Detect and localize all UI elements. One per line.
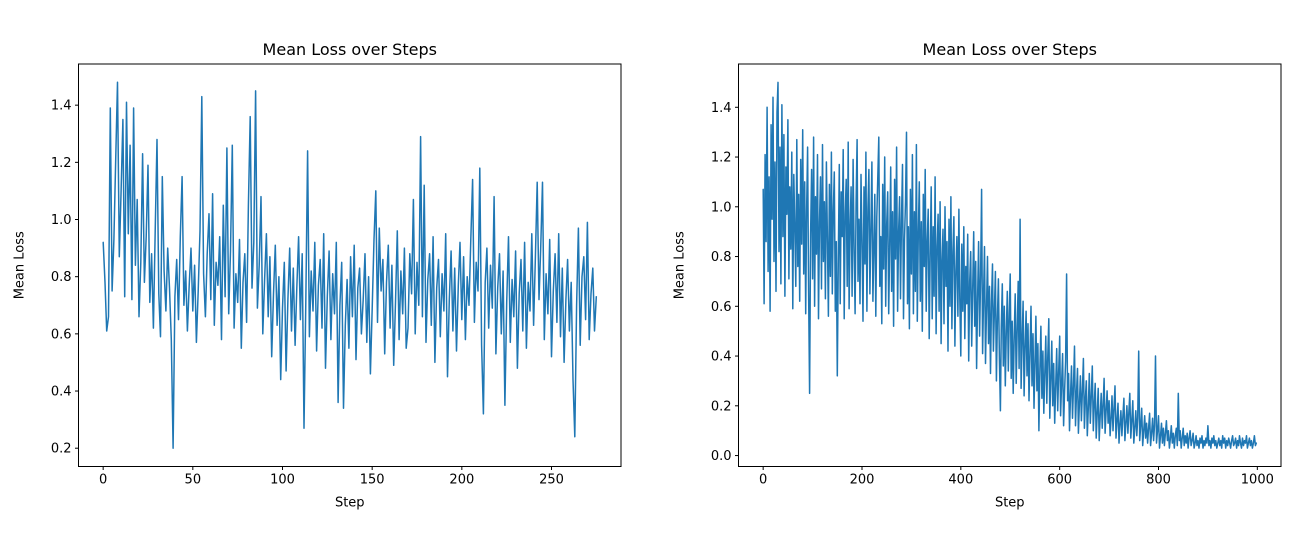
y-tick-label: 1.0: [711, 200, 732, 215]
y-tick-label: 0.6: [711, 300, 732, 315]
x-tick-label: 250: [539, 473, 564, 488]
x-tick-label: 0: [759, 473, 767, 488]
x-tick-label: 400: [948, 473, 973, 488]
right-loss-chart: 0 200 400 600 800 1000 0.0 0.2 0.4 0.6 0.8 1.0 1.2 1.…: [673, 40, 1282, 511]
y-tick-label: 0.6: [51, 327, 72, 342]
x-tick-label: 200: [449, 473, 474, 488]
y-tick-label: 0.2: [51, 442, 72, 457]
y-tick-label: 0.4: [51, 385, 72, 400]
y-tick-label: 0.8: [51, 270, 72, 285]
left-loss-chart: 0 50 100 150 200 250 0.2 0.4 0.6 0.8 1.0 1.2 1.4 Mean…: [13, 40, 622, 511]
x-tick-label: 800: [1146, 473, 1171, 488]
y-tick-label: 1.4: [711, 101, 732, 116]
y-tick-label: 1.2: [711, 151, 732, 166]
axes-spines: [738, 63, 1282, 467]
x-tick-label: 50: [185, 473, 202, 488]
y-tick-label: 0.4: [711, 350, 732, 365]
x-axis-label: Step: [335, 496, 365, 511]
y-axis-label: Mean Loss: [673, 231, 688, 299]
loss-curve: [762, 81, 1258, 449]
x-tick-label: 0: [99, 473, 107, 488]
y-tick-label: 1.0: [51, 213, 72, 228]
x-tick-label: 1000: [1241, 473, 1274, 488]
x-tick-label: 200: [850, 473, 875, 488]
x-axis-label: Step: [995, 496, 1025, 511]
axes-spines: [78, 63, 622, 467]
chart-title: Mean Loss over Steps: [923, 40, 1097, 59]
x-tick-label: 600: [1047, 473, 1072, 488]
y-tick-label: 0.0: [711, 449, 732, 464]
x-tick-label: 100: [270, 473, 295, 488]
y-axis-label: Mean Loss: [13, 231, 28, 299]
y-tick-label: 1.2: [51, 156, 72, 171]
loss-curve: [102, 81, 598, 449]
x-tick-label: 150: [360, 473, 385, 488]
chart-title: Mean Loss over Steps: [263, 40, 437, 59]
y-tick-label: 1.4: [51, 99, 72, 114]
y-tick-label: 0.2: [711, 399, 732, 414]
y-tick-label: 0.8: [711, 250, 732, 265]
